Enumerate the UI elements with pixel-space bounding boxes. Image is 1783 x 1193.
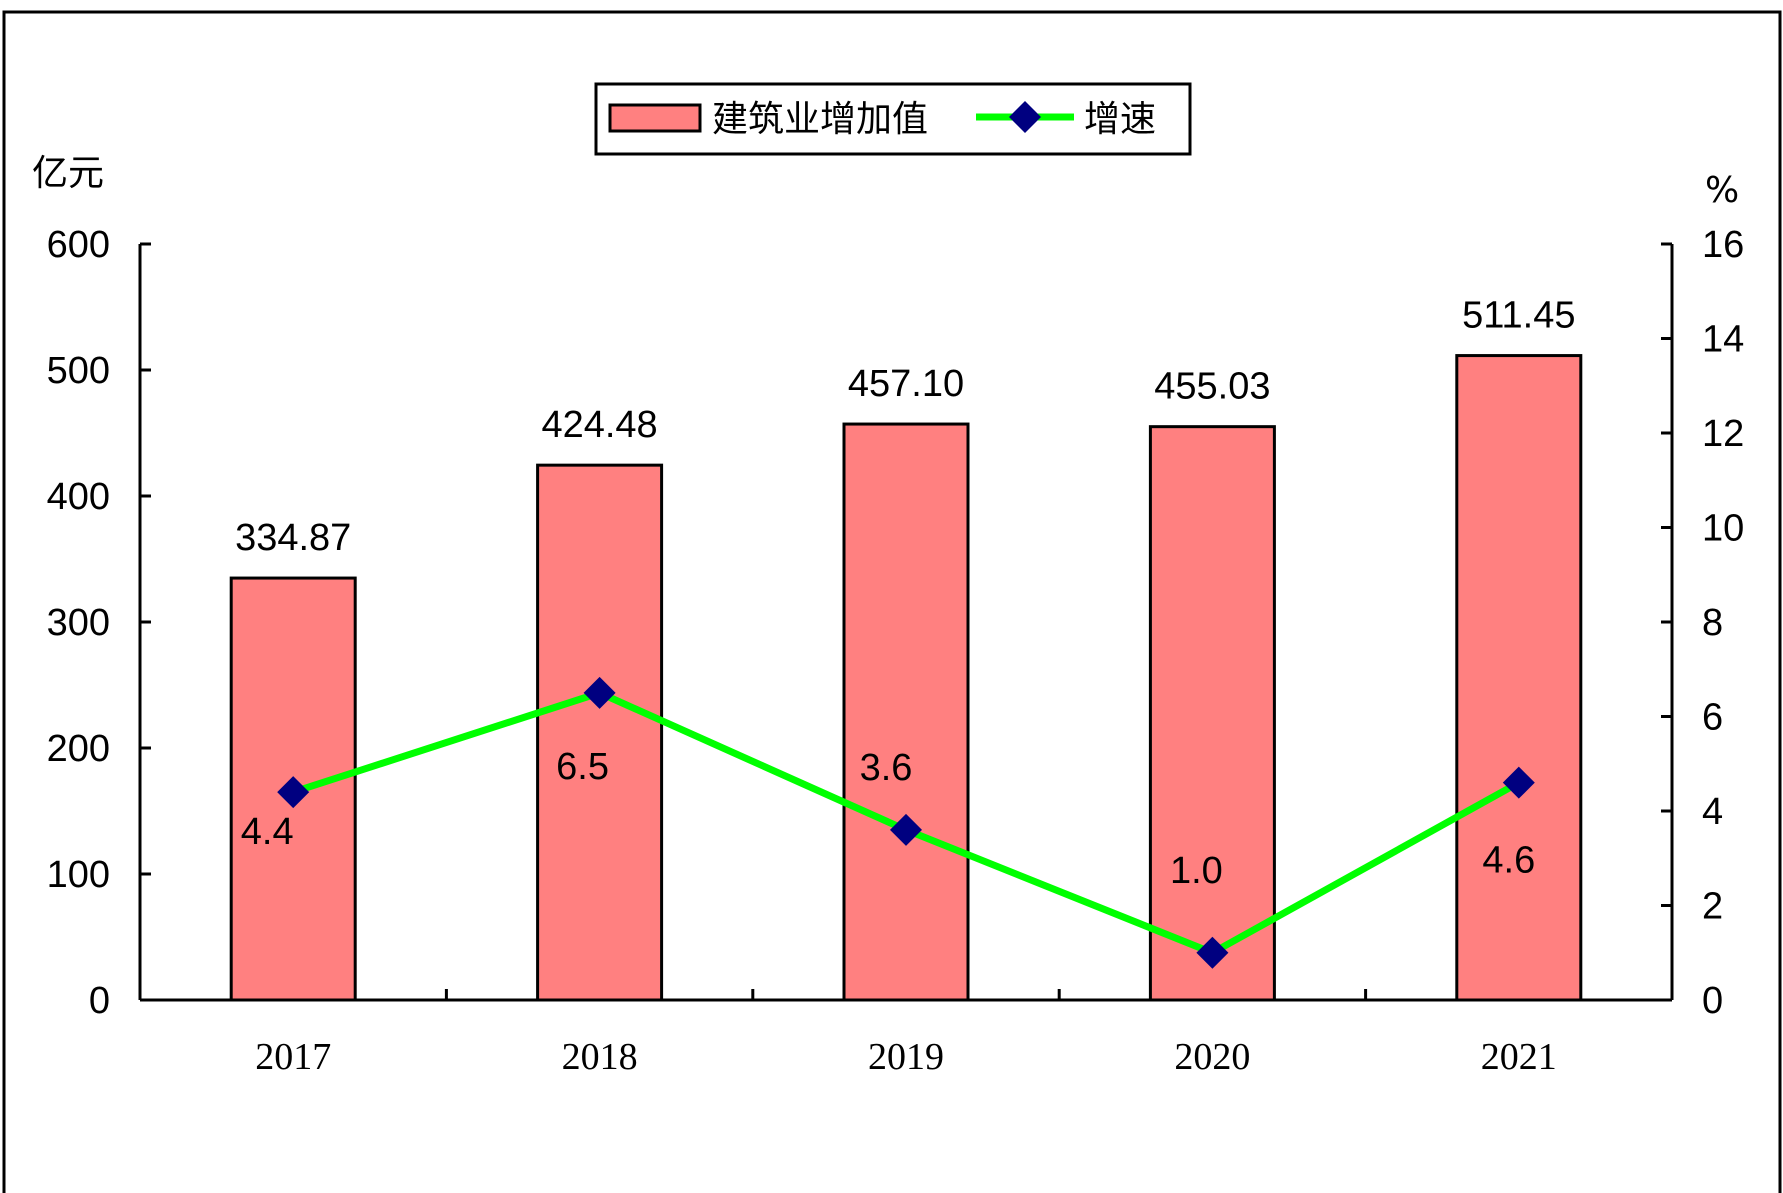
bar-value-label: 334.87 [235,517,351,559]
x-tick-label: 2017 [255,1036,331,1078]
right-y-tick-label: 6 [1702,697,1723,739]
right-y-tick-label: 8 [1702,602,1723,644]
right-axis-unit: % [1705,170,1739,211]
bar-value-label: 457.10 [848,363,964,405]
left-y-tick-label: 400 [47,476,110,518]
x-tick-label: 2020 [1174,1036,1250,1078]
x-tick-label: 2021 [1481,1036,1557,1078]
legend-bar-label: 建筑业增加值 [712,99,928,140]
legend-line-label: 增速 [1084,99,1156,140]
left-y-tick-label: 100 [47,854,110,896]
bar [536,463,664,1002]
left-y-tick-label: 500 [47,350,110,392]
growth-marker [1502,766,1535,799]
bar-value-label: 424.48 [541,404,657,446]
right-y-tick-label: 2 [1702,886,1723,928]
left-y-tick-label: 200 [47,728,110,770]
legend: 建筑业增加值 增速 [594,82,1192,156]
growth-value-label: 4.6 [1482,840,1535,882]
growth-value-label: 4.4 [241,811,294,853]
growth-marker [1196,936,1229,969]
left-y-tick-label: 600 [47,224,110,266]
growth-marker [890,813,922,846]
growth-marker [583,676,616,709]
bar [1148,425,1276,1002]
legend-diamond-marker [1009,101,1041,133]
right-y-tick-label: 0 [1702,980,1723,1022]
bar-value-label: 511.45 [1462,295,1575,337]
left-axis-unit: 亿元 [32,153,104,194]
x-tick-label: 2019 [868,1036,944,1078]
right-y-tick-label: 4 [1702,791,1723,833]
growth-value-label: 6.5 [556,746,609,788]
left-y-tick-label: 300 [47,602,110,644]
bar-value-label: 455.03 [1154,366,1270,408]
right-y-tick-label: 14 [1702,319,1744,361]
growth-value-label: 1.0 [1170,850,1223,892]
growth-marker [277,776,310,809]
right-y-tick-label: 10 [1702,508,1744,550]
growth-value-label: 3.6 [860,747,913,789]
bar [842,422,970,1002]
legend-bar-swatch [608,103,702,133]
x-tick-label: 2018 [562,1036,638,1078]
bar [1455,354,1583,1002]
right-y-tick-label: 16 [1702,224,1744,266]
left-y-tick-label: 0 [89,980,110,1022]
right-y-tick-label: 12 [1702,413,1744,455]
